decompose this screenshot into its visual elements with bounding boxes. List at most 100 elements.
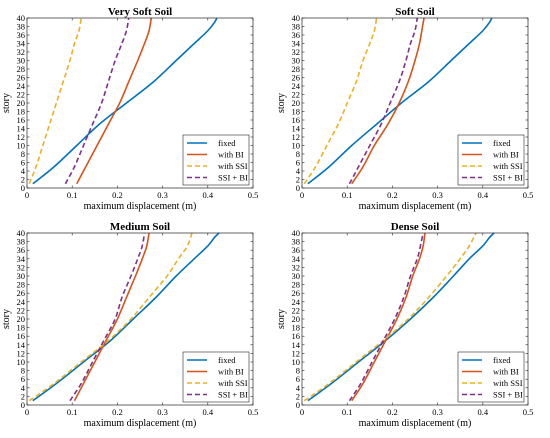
y-tick-label: 38 [292, 237, 301, 247]
series-line-ssi-bi [69, 232, 146, 402]
y-tick-label: 34 [292, 254, 301, 264]
y-tick-label: 16 [17, 331, 26, 341]
y-tick-label: 14 [17, 124, 26, 134]
legend-label: with BI [218, 150, 244, 160]
series-line-with-ssi [303, 17, 378, 185]
y-tick-label: 36 [17, 30, 26, 40]
legend-label: fixed [218, 138, 236, 148]
y-tick-label: 8 [21, 366, 25, 376]
y-tick-label: 32 [292, 262, 301, 272]
x-tick-label: 0.2 [387, 407, 398, 417]
series-line-ssi-bi [64, 17, 130, 185]
y-tick-label: 24 [17, 81, 26, 91]
x-tick-label: 0.3 [432, 407, 443, 417]
y-tick-label: 4 [21, 383, 26, 393]
legend-box [182, 351, 250, 403]
y-tick-label: 4 [21, 166, 26, 176]
chart-panel: 0 0.1 0.2 0.3 0.4 0.5024681012141618202224262… [276, 6, 533, 212]
y-axis-label: story [1, 93, 12, 113]
y-tick-label: 6 [296, 158, 300, 168]
x-tick-label: 0.1 [342, 407, 353, 417]
y-tick-label: 10 [292, 141, 301, 151]
y-tick-label: 28 [292, 64, 301, 74]
y-tick-label: 40 [17, 13, 26, 23]
y-tick-label: 32 [17, 262, 26, 272]
x-axis-label: maximum displacement (m) [359, 418, 472, 429]
y-tick-label: 24 [17, 297, 26, 307]
x-tick-label: 0.2 [112, 407, 123, 417]
x-tick-label: 0 [300, 190, 304, 200]
y-tick-label: 2 [21, 391, 25, 401]
legend-label: SSI + BI [493, 390, 523, 400]
y-tick-label: 8 [21, 149, 25, 159]
series-line-fixed [32, 17, 218, 185]
y-axis-label: story [276, 93, 287, 113]
chart-title: Dense Soil [391, 221, 440, 233]
x-tick-label: 0.1 [342, 190, 353, 200]
series-line-with-ssi [28, 17, 83, 185]
y-tick-label: 28 [292, 280, 301, 290]
y-tick-label: 18 [292, 107, 301, 117]
y-tick-label: 12 [292, 132, 301, 142]
y-tick-label: 6 [296, 374, 300, 384]
y-tick-label: 2 [296, 175, 300, 185]
y-tick-label: 0 [21, 183, 25, 193]
y-tick-label: 38 [17, 237, 26, 247]
x-axis-label: maximum displacement (m) [359, 201, 472, 212]
y-tick-label: 8 [296, 149, 300, 159]
y-tick-label: 30 [17, 56, 26, 66]
y-tick-label: 18 [17, 323, 26, 333]
y-tick-label: 16 [292, 331, 301, 341]
y-tick-label: 30 [292, 271, 301, 281]
x-tick-label: 0.5 [523, 407, 534, 417]
legend-label: with SSI [218, 378, 248, 388]
y-tick-label: 10 [17, 357, 26, 367]
y-tick-label: 22 [292, 90, 301, 100]
y-axis-label: story [1, 309, 12, 329]
y-tick-label: 0 [296, 400, 300, 410]
x-tick-label: 0 [25, 407, 29, 417]
x-tick-label: 0.4 [477, 190, 488, 200]
y-tick-label: 18 [292, 323, 301, 333]
legend-label: with BI [493, 367, 519, 377]
x-axis-label: maximum displacement (m) [84, 201, 197, 212]
x-tick-label: 0.4 [202, 190, 213, 200]
x-tick-label: 0.3 [157, 407, 168, 417]
x-tick-label: 0.1 [67, 190, 78, 200]
y-tick-label: 40 [17, 228, 26, 238]
y-tick-label: 36 [292, 245, 301, 255]
y-tick-label: 26 [17, 288, 26, 298]
y-tick-label: 22 [292, 305, 301, 315]
legend-label: with BI [493, 150, 519, 160]
y-tick-label: 14 [17, 340, 26, 350]
x-tick-label: 0.4 [477, 407, 488, 417]
y-tick-label: 40 [292, 228, 301, 238]
y-tick-label: 26 [292, 288, 301, 298]
legend-label: with SSI [493, 161, 523, 171]
chart-title: Very Soft Soil [108, 6, 172, 18]
legend-label: fixed [493, 355, 511, 365]
y-tick-label: 0 [21, 400, 25, 410]
y-tick-label: 24 [292, 297, 301, 307]
series-line-ssi-bi [348, 232, 424, 402]
x-axis-label: maximum displacement (m) [84, 418, 197, 429]
series-line-with-bi [76, 17, 153, 185]
chart-panel: 0 0.1 0.2 0.3 0.4 0.5024681012141618202224262… [276, 221, 533, 429]
y-tick-label: 34 [292, 39, 301, 49]
x-tick-label: 0 [25, 190, 29, 200]
y-tick-label: 6 [21, 374, 25, 384]
y-tick-label: 20 [292, 314, 301, 324]
chart-title: Medium Soil [110, 221, 170, 233]
y-tick-label: 0 [296, 183, 300, 193]
y-tick-label: 38 [17, 22, 26, 32]
legend-label: fixed [493, 138, 511, 148]
legend-label: with SSI [218, 161, 248, 171]
y-tick-label: 32 [292, 47, 301, 57]
y-tick-label: 38 [292, 22, 301, 32]
y-tick-label: 2 [21, 175, 25, 185]
y-axis-label: story [276, 309, 287, 329]
y-tick-label: 12 [17, 132, 26, 142]
y-tick-label: 30 [17, 271, 26, 281]
